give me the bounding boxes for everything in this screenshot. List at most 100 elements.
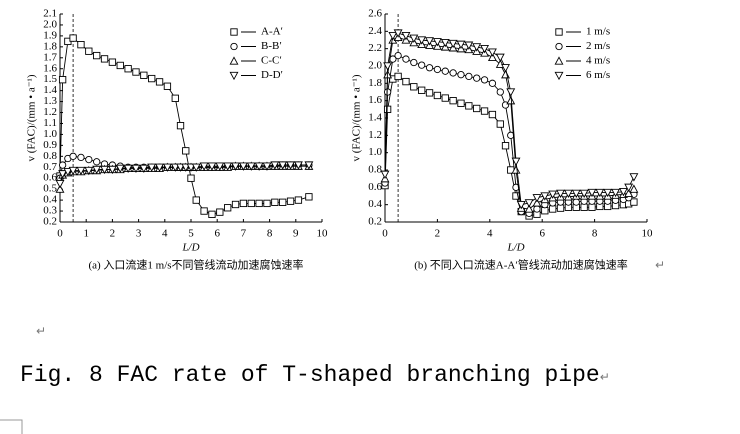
legend-marker bbox=[554, 56, 564, 65]
y-tick-label: 0.5 bbox=[43, 183, 57, 195]
x-tick-label: 0 bbox=[57, 228, 63, 240]
marker bbox=[239, 199, 248, 208]
marker bbox=[630, 198, 638, 206]
x-tick-label: 0 bbox=[382, 228, 388, 240]
marker bbox=[440, 38, 450, 48]
marker bbox=[556, 189, 565, 199]
marker bbox=[139, 164, 149, 174]
legend-marker bbox=[229, 71, 239, 81]
marker bbox=[524, 204, 534, 213]
marker bbox=[549, 205, 557, 213]
y-tick-label: 1.7 bbox=[43, 51, 57, 63]
y-tick-label: 2.0 bbox=[368, 60, 382, 72]
marker bbox=[487, 48, 497, 57]
marker bbox=[488, 79, 497, 87]
marker bbox=[69, 152, 77, 160]
marker bbox=[401, 32, 411, 41]
paragraph-mark: ↵ bbox=[36, 324, 47, 338]
marker bbox=[270, 161, 280, 170]
y-tick-label: 0.2 bbox=[368, 216, 382, 228]
x-tick-label: 6 bbox=[539, 228, 545, 240]
marker bbox=[182, 147, 190, 155]
marker bbox=[132, 68, 140, 76]
x-tick-label: 2 bbox=[110, 228, 116, 240]
marker bbox=[588, 203, 596, 211]
marker bbox=[223, 162, 233, 171]
marker bbox=[76, 166, 86, 176]
marker bbox=[579, 189, 589, 199]
legend-label: C-C′ bbox=[261, 55, 282, 67]
marker bbox=[488, 110, 497, 119]
marker bbox=[595, 188, 605, 198]
marker bbox=[294, 196, 303, 204]
marker bbox=[207, 162, 217, 171]
marker bbox=[473, 104, 481, 113]
marker bbox=[571, 189, 581, 199]
legend-label: 4 m/s bbox=[586, 55, 610, 67]
marker bbox=[100, 165, 109, 175]
marker bbox=[200, 207, 208, 215]
marker bbox=[410, 58, 418, 67]
marker bbox=[402, 55, 410, 63]
marker bbox=[93, 158, 101, 166]
y-axis-label: v (FAC)/(mm • a⁻¹) bbox=[26, 74, 38, 161]
y-tick-label: 0.8 bbox=[368, 164, 382, 176]
marker bbox=[186, 163, 196, 172]
x-tick-label: 6 bbox=[214, 228, 220, 240]
marker bbox=[305, 193, 313, 201]
marker bbox=[457, 71, 465, 79]
marker bbox=[176, 163, 185, 172]
marker bbox=[279, 198, 287, 206]
paragraph-mark: ↵ bbox=[599, 370, 610, 384]
marker bbox=[501, 64, 510, 73]
marker bbox=[63, 167, 73, 177]
marker bbox=[496, 120, 504, 128]
y-tick-label: 2.2 bbox=[368, 42, 382, 54]
y-tick-label: 0.7 bbox=[43, 161, 57, 173]
marker bbox=[148, 74, 156, 83]
caption: Fig. 8 FAC rate of T-shaped branching pi… bbox=[20, 362, 610, 388]
marker bbox=[418, 61, 426, 69]
marker bbox=[247, 199, 255, 208]
marker bbox=[441, 67, 449, 75]
legend-marker bbox=[230, 42, 238, 51]
marker bbox=[176, 122, 185, 130]
marker bbox=[532, 194, 542, 203]
marker bbox=[246, 162, 256, 171]
marker bbox=[548, 190, 558, 199]
marker bbox=[394, 72, 402, 81]
y-tick-label: 0.6 bbox=[368, 181, 382, 193]
marker bbox=[456, 40, 466, 49]
marker bbox=[263, 199, 271, 208]
marker bbox=[487, 52, 497, 61]
marker bbox=[85, 155, 93, 164]
marker bbox=[624, 183, 634, 192]
marker bbox=[224, 204, 232, 212]
y-tick-label: 1.9 bbox=[43, 29, 57, 41]
marker bbox=[208, 210, 216, 218]
y-tick-label: 1.1 bbox=[43, 117, 57, 129]
marker bbox=[624, 188, 634, 198]
marker bbox=[388, 32, 398, 41]
marker bbox=[449, 97, 457, 105]
marker bbox=[92, 165, 102, 175]
marker bbox=[93, 51, 101, 60]
x-tick-label: 7 bbox=[241, 228, 247, 240]
y-tick-label: 0.3 bbox=[43, 205, 57, 217]
y-tick-label: 1.0 bbox=[43, 128, 57, 140]
marker bbox=[465, 102, 473, 110]
corner-mark bbox=[0, 419, 23, 434]
marker bbox=[278, 161, 288, 170]
marker bbox=[192, 196, 200, 204]
marker bbox=[480, 107, 489, 115]
legend-marker bbox=[229, 56, 239, 65]
marker bbox=[191, 163, 201, 172]
marker bbox=[77, 153, 85, 162]
legend-label: 6 m/s bbox=[586, 69, 610, 81]
marker bbox=[629, 184, 639, 193]
marker bbox=[123, 164, 133, 174]
marker bbox=[556, 204, 565, 212]
legend-label: B-B′ bbox=[261, 40, 282, 52]
x-tick-label: 10 bbox=[317, 228, 329, 240]
x-tick-label: 2 bbox=[435, 228, 441, 240]
